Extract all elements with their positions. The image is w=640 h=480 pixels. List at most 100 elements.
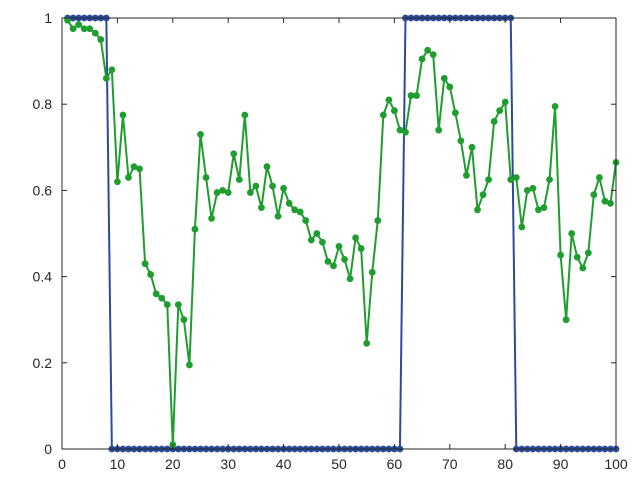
series-2-point [379, 111, 387, 119]
series-2-point [335, 243, 343, 250]
series-2-point [479, 191, 487, 199]
series-2-point [252, 182, 260, 190]
series-2-point [402, 128, 409, 136]
x-tick-label: 70 [442, 456, 458, 472]
series-2-point [374, 217, 382, 224]
series-2-point [590, 191, 598, 199]
series-2-point [69, 25, 77, 33]
x-tick-label: 30 [220, 456, 236, 472]
series-2-point [595, 174, 603, 181]
series-2-point [468, 143, 476, 151]
series-2-point [512, 174, 520, 181]
series-2-point [568, 230, 576, 237]
series-2-point [584, 249, 592, 257]
series-2-point [97, 36, 105, 43]
y-tick-label: 0.2 [33, 355, 53, 371]
series-2-point [219, 187, 227, 194]
series-2-point [86, 25, 94, 33]
series-2-point [579, 264, 587, 272]
series-2-point [125, 174, 132, 181]
series-2-point [352, 234, 360, 242]
series-2-point [174, 301, 182, 309]
series-2-point [296, 208, 304, 216]
series-2-point [396, 126, 404, 134]
series-2 [64, 16, 620, 449]
x-tick-label: 80 [497, 456, 513, 472]
series-2-point [523, 187, 531, 194]
series-2-point [407, 92, 415, 99]
series-2-point [75, 21, 83, 28]
series-2-point [258, 204, 265, 212]
series-2-point [557, 251, 564, 259]
series-2-point [202, 174, 210, 181]
series-2-point [435, 126, 443, 134]
series-2-point [280, 184, 287, 192]
series-2-point [446, 83, 454, 91]
series-2-point [601, 197, 609, 205]
series-2-point [269, 182, 276, 190]
series-2-point [418, 55, 426, 63]
series-2-point [119, 111, 127, 119]
series-2-point [208, 215, 215, 222]
series-2-point [496, 107, 504, 115]
series-2-point [213, 189, 221, 196]
series-2-point [429, 51, 437, 59]
series-2-point [158, 294, 166, 302]
x-tick-label: 50 [331, 456, 347, 472]
series-2-point [485, 176, 492, 184]
series-2-point [318, 238, 326, 246]
x-tick-label: 60 [387, 456, 403, 472]
series-2-point [474, 206, 481, 214]
series-2-point [546, 176, 553, 184]
x-tick-label: 100 [604, 456, 628, 472]
series-2-point [535, 206, 542, 214]
series-2-point [341, 255, 348, 263]
series-2-point [91, 29, 99, 37]
series-2-point [324, 258, 332, 265]
y-tick-label: 0 [44, 441, 52, 457]
y-tick-label: 1 [44, 10, 52, 26]
series-2-point [197, 130, 204, 138]
series-2-line [66, 19, 617, 446]
series-2-point [607, 199, 614, 207]
series-2-point [457, 137, 465, 145]
plot-area [62, 18, 616, 449]
series-2-point [346, 275, 354, 283]
x-tick-label: 90 [553, 456, 569, 472]
series-2-point [540, 204, 548, 212]
series-2-point [130, 163, 138, 171]
series-2-point [551, 102, 559, 110]
y-tick-label: 0.6 [33, 182, 53, 198]
series-2-point [368, 268, 376, 276]
tick-labels: 0 10 20 30 40 50 60 70 80 90 100 0 0.2 0.4 0.6 0.8 1 [33, 10, 628, 472]
axes [61, 17, 617, 450]
plot-background [62, 18, 616, 449]
series-2-point [191, 225, 199, 233]
series-2-point [186, 361, 193, 369]
series-2-point [440, 74, 448, 82]
series-2-point [163, 301, 171, 309]
series-2-point [313, 230, 321, 237]
x-tick-label: 20 [165, 456, 181, 472]
series-2-point [507, 176, 515, 184]
series-2-point [562, 316, 570, 324]
series-2-point [224, 189, 232, 196]
series-2-point [230, 150, 238, 158]
y-tick-label: 0.8 [33, 96, 53, 112]
series-2-point [147, 271, 155, 278]
series-2-point [518, 223, 526, 231]
x-tick-label: 40 [276, 456, 292, 472]
series-2-point [274, 212, 282, 220]
series-2-point [357, 245, 365, 252]
series-2-point [490, 118, 498, 125]
series-2-point [114, 178, 121, 186]
x-tick-label: 10 [110, 456, 126, 472]
series-2-point [451, 109, 459, 117]
series-2-point [108, 66, 116, 74]
series-2-point [330, 262, 337, 270]
series-2-point [413, 92, 420, 99]
series-2-point [241, 111, 249, 119]
series-2-point [501, 98, 509, 106]
series-2-point [152, 290, 160, 298]
